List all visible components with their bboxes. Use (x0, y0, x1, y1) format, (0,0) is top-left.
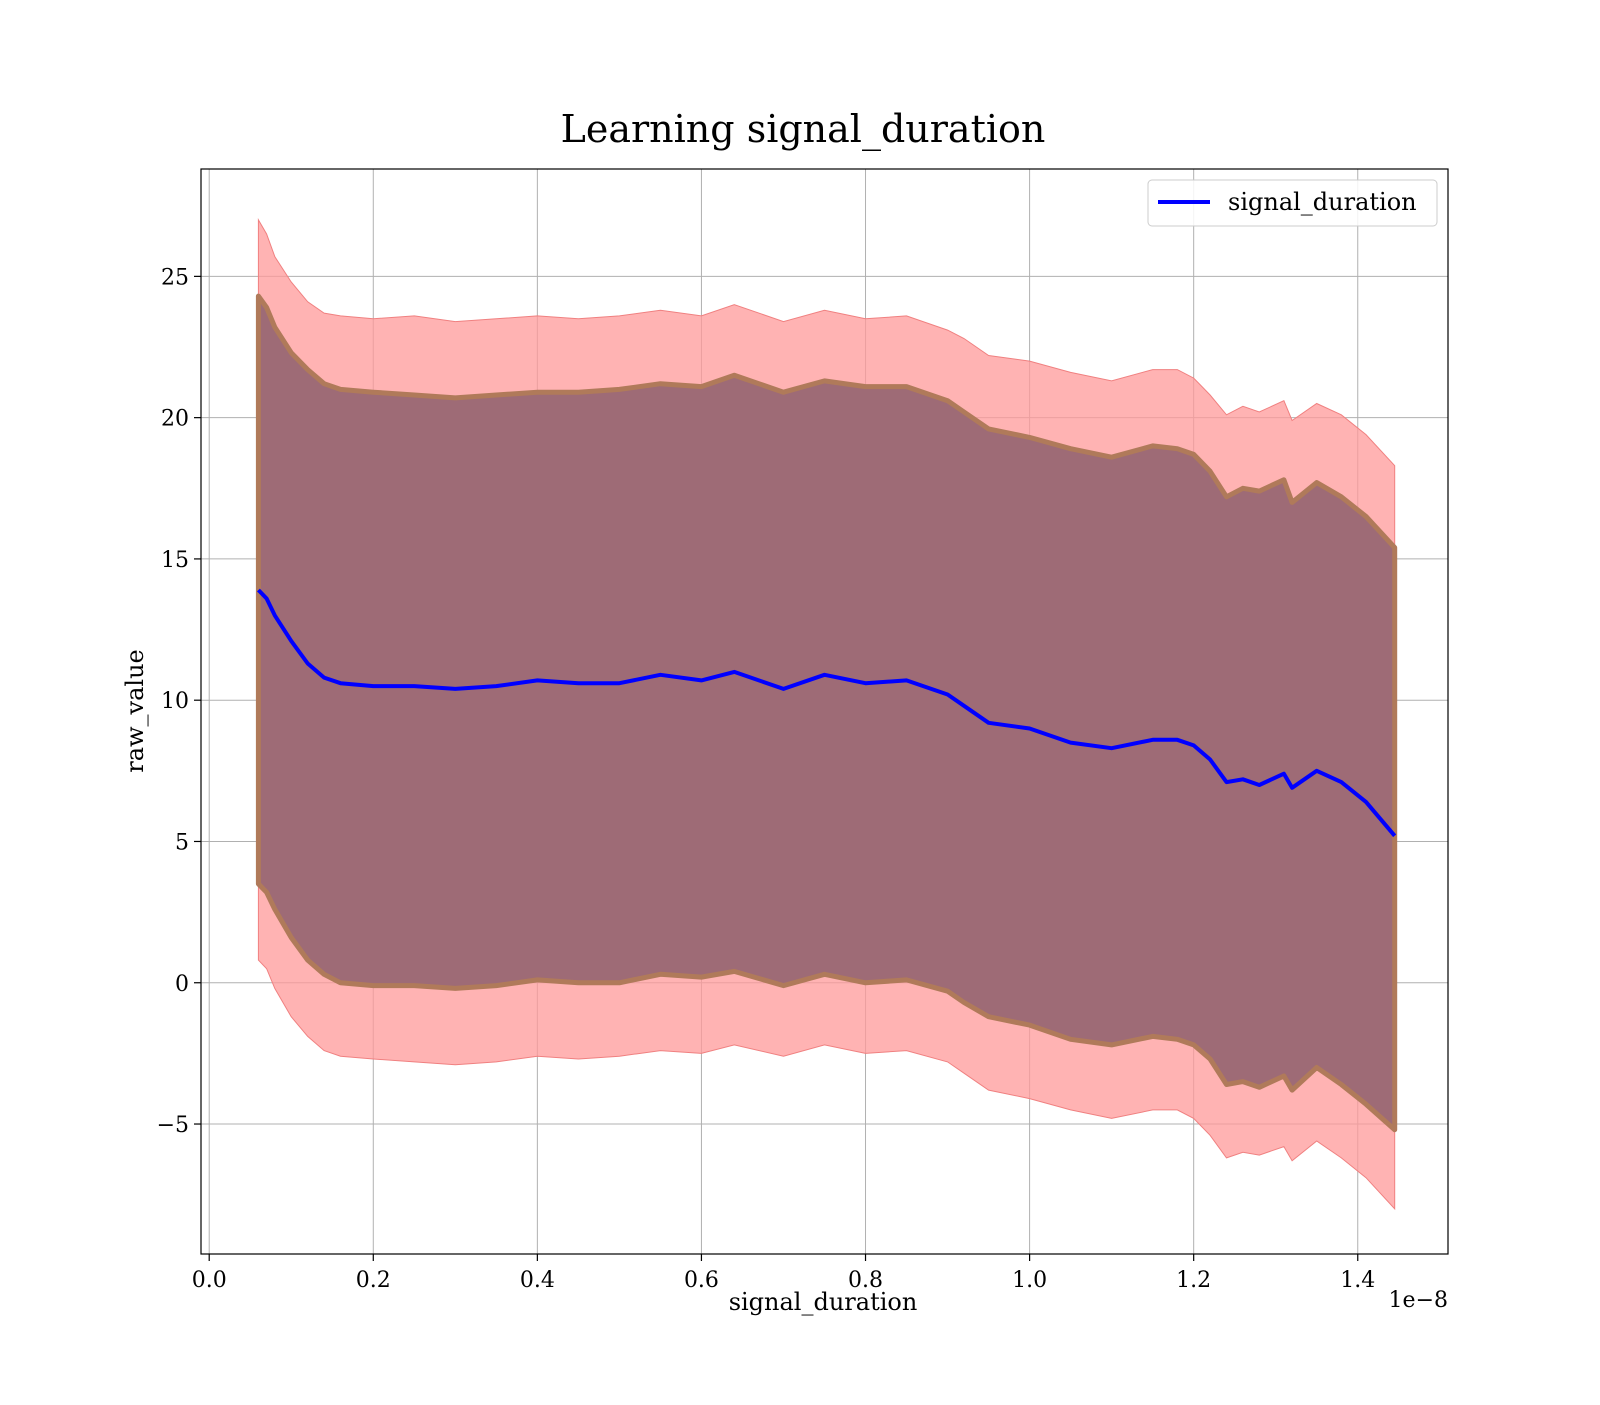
plot-frame (200, 168, 1449, 1255)
y-tick-label-0: −5 (157, 1113, 189, 1138)
x-tick-label-5: 1.0 (1012, 1268, 1047, 1293)
x-axis-offset-label: 1e−8 (1389, 1288, 1448, 1313)
legend-box (1147, 179, 1438, 227)
x-axis-label: signal_duration (729, 1288, 918, 1316)
x-axis-ticks: 0.0 0.2 0.4 0.6 0.8 1.0 1.2 1.4 (192, 1254, 1375, 1293)
x-tick-label-1: 0.2 (356, 1268, 391, 1293)
y-tick-label-1: 0 (175, 972, 189, 997)
x-tick-label-0: 0.0 (192, 1268, 227, 1293)
y-tick-label-3: 10 (161, 689, 189, 714)
x-tick-label-2: 0.4 (520, 1268, 555, 1293)
x-tick-label-4: 0.8 (848, 1268, 883, 1293)
y-tick-label-4: 15 (161, 548, 189, 573)
x-tick-label-6: 1.2 (1176, 1268, 1211, 1293)
series-line-signal-duration (256, 588, 1397, 838)
y-tick-label-5: 20 (161, 407, 189, 432)
chart-title: Learning signal_duration (561, 107, 1046, 152)
x-tick-label-3: 0.6 (684, 1268, 719, 1293)
series-lines (256, 588, 1397, 838)
confidence-bands (255, 218, 1398, 1211)
legend: signal_duration (1147, 179, 1438, 227)
x-tick-label-7: 1.4 (1340, 1268, 1375, 1293)
y-tick-label-6: 25 (161, 265, 189, 290)
legend-entry-label: signal_duration (1228, 188, 1417, 216)
inner-band-area (255, 293, 1398, 1133)
y-axis-label: raw_value (121, 649, 149, 773)
y-tick-label-2: 5 (175, 830, 189, 855)
y-axis-ticks: −5 0 5 10 15 20 25 (157, 265, 201, 1138)
